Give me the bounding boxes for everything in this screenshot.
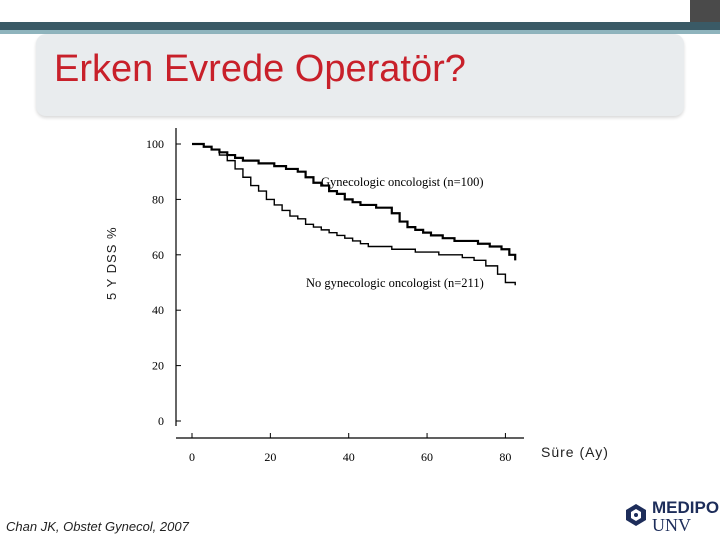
survival-chart: 0 20 40 60 80 100 0 20 40 60 80 Gynecologic oncolo… [146,128,524,464]
header-stripe-dark [0,22,720,30]
series-line-1 [192,142,517,261]
y-tick-label: 80 [152,192,164,206]
y-axis-label: 5 Y DSS % [104,226,119,300]
medipol-logo: MEDIPOL UNV [622,498,720,538]
citation: Chan JK, Obstet Gynecol, 2007 [6,519,189,534]
x-tick-label: 20 [264,450,276,464]
x-tick-label: 60 [421,450,433,464]
x-tick-label: 40 [343,450,355,464]
y-tick-label: 20 [152,359,164,373]
series-label-2: No gynecologic oncologist (n=211) [306,276,484,290]
title-panel [36,34,684,116]
y-tick-label: 40 [152,303,164,317]
y-tick-label: 100 [146,137,164,151]
header-stripe-teal [0,30,720,34]
logo-sub: UNV [652,515,691,535]
header-corner [690,0,720,22]
x-axis-label: Süre (Ay) [541,444,609,460]
logo-name: MEDIPOL [652,498,720,517]
y-tick-label: 60 [152,248,164,262]
series-line-2 [192,143,516,286]
y-tick-label: 0 [158,414,164,428]
medipol-logo-icon [626,504,646,526]
slide-title: Erken Evrede Operatör? [54,48,466,90]
x-tick-label: 0 [189,450,195,464]
x-tick-label: 80 [499,450,511,464]
series-label-1: Gynecologic oncologist (n=100) [321,175,484,189]
